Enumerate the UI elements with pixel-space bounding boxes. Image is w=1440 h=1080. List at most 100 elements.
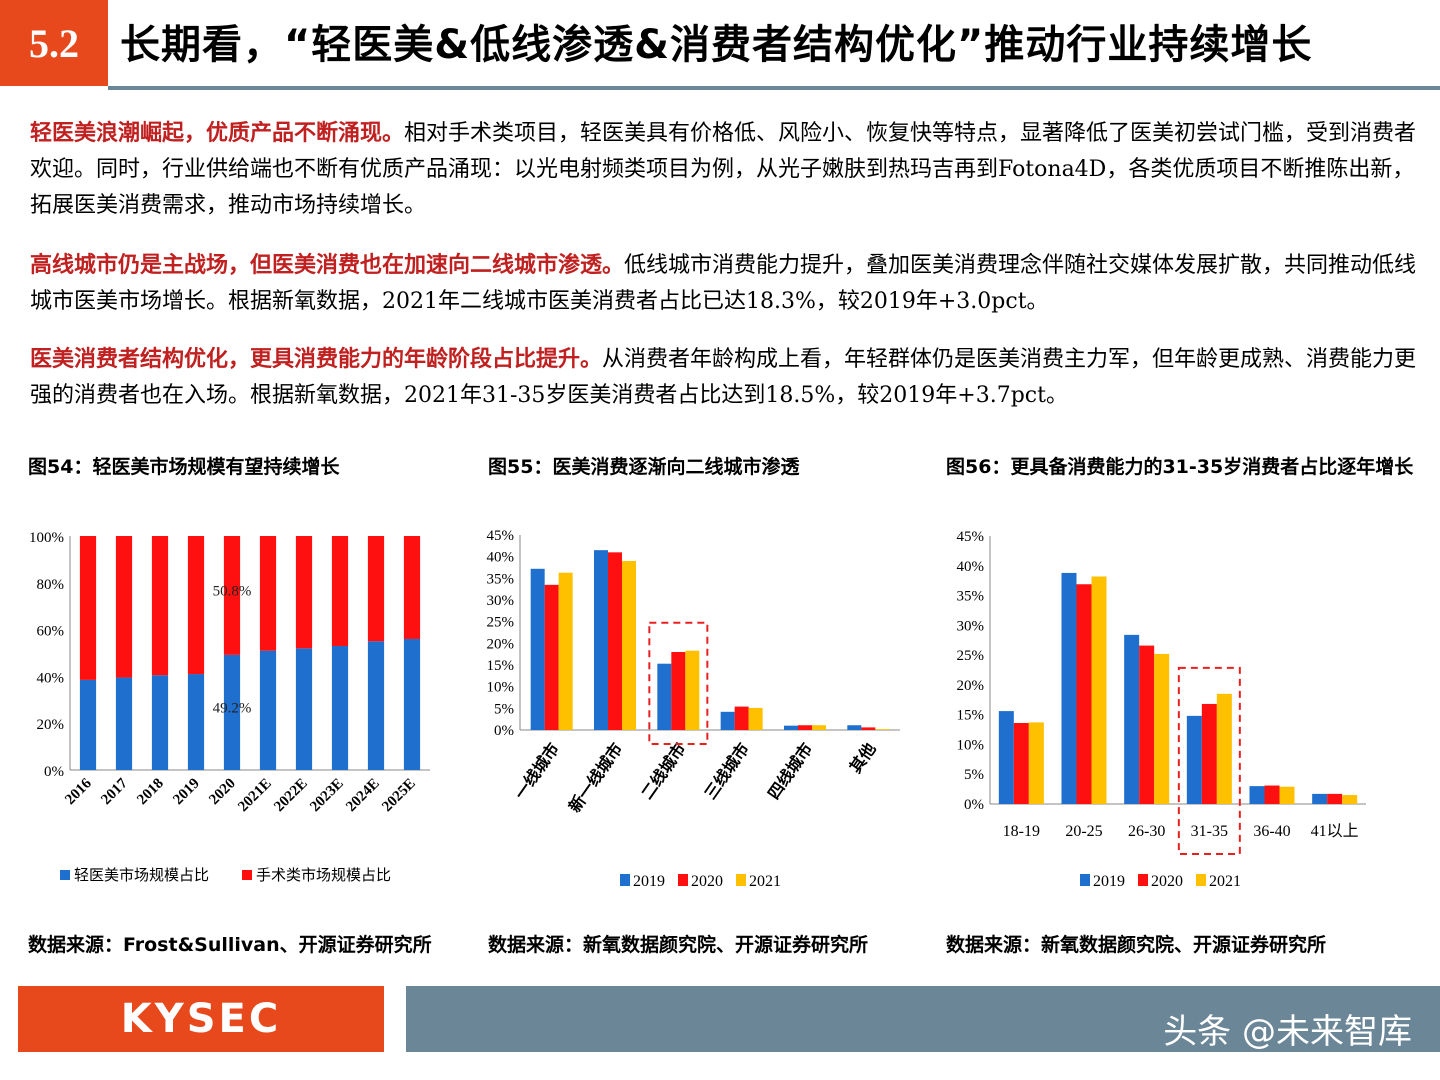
bar-2016-手术类市场规模占比 bbox=[79, 536, 97, 680]
data-label-surgery-2020: 50.8% bbox=[213, 583, 252, 599]
legend-label: 轻医美市场规模占比 bbox=[74, 867, 209, 884]
legend-label: 2021 bbox=[1209, 873, 1241, 890]
y-tick-label: 60% bbox=[37, 624, 65, 640]
bar-一线城市-2020 bbox=[544, 584, 559, 730]
y-tick-label: 35% bbox=[957, 589, 985, 605]
data-label-light-2020: 49.2% bbox=[213, 700, 252, 716]
y-tick-label: 20% bbox=[487, 636, 515, 652]
x-tick-label: 2016 bbox=[62, 775, 95, 808]
highlight-box bbox=[1177, 666, 1241, 855]
bar-三线城市-2020 bbox=[734, 706, 749, 730]
highlight-box bbox=[648, 621, 709, 745]
x-tick-label: 2019 bbox=[170, 776, 203, 809]
bar-一线城市-2019 bbox=[530, 568, 545, 730]
x-tick-label: 2024E bbox=[343, 776, 383, 816]
bar-二线城市-2020 bbox=[671, 652, 686, 730]
chart-title-fig56: 图56：更具备消费能力的31-35岁消费者占比逐年增长 bbox=[946, 456, 1414, 478]
x-tick-label: 三线城市 bbox=[701, 739, 753, 802]
y-tick-label: 40% bbox=[487, 550, 515, 566]
y-tick-label: 45% bbox=[957, 529, 985, 545]
bar-一线城市-2021 bbox=[558, 572, 573, 730]
y-tick-label: 80% bbox=[37, 577, 65, 593]
footer-logo-block bbox=[18, 986, 384, 1052]
bar-2022E-轻医美市场规模占比 bbox=[295, 648, 313, 770]
bar-31-35-2019 bbox=[1186, 715, 1202, 804]
paragraph-text: 低线城市消费能力提升，叠加医美消费理念伴随社交媒体发展扩散，共同推动低线城市医美… bbox=[30, 253, 1417, 314]
bar-2020-轻医美市场规模占比 bbox=[223, 654, 241, 770]
legend-swatch bbox=[678, 874, 688, 886]
bar-2023E-轻医美市场规模占比 bbox=[331, 645, 349, 770]
x-tick-label: 2022E bbox=[271, 776, 311, 816]
y-tick-label: 20% bbox=[957, 678, 985, 694]
bar-20-25-2021 bbox=[1091, 576, 1107, 804]
bar-二线城市-2021 bbox=[685, 650, 700, 730]
bar-新一线城市-2019 bbox=[594, 550, 608, 730]
chart-title-fig55: 图55：医美消费逐渐向二线城市渗透 bbox=[488, 456, 800, 478]
y-tick-label: 0% bbox=[964, 797, 984, 813]
legend-swatch bbox=[242, 870, 252, 880]
bar-2021E-轻医美市场规模占比 bbox=[259, 650, 277, 770]
chart-city-tier-share: 0% 5% 10% 15% 20% 25% 30% 35% 40% 45% 一线城市 新一线城市 二线城… bbox=[487, 528, 900, 890]
footer-bar bbox=[406, 986, 1440, 1052]
header-divider bbox=[108, 86, 1440, 90]
chart-age-group-share: 0% 5% 10% 15% 20% 25% 30% 35% 40% 45% 18-19 20-25 26… bbox=[957, 529, 1366, 890]
chart-source-fig55: 数据来源：新氧数据颜究院、开源证券研究所 bbox=[488, 934, 869, 956]
bar-其他-2021 bbox=[875, 729, 890, 730]
bar-2024E-轻医美市场规模占比 bbox=[367, 641, 385, 770]
bar-2018-手术类市场规模占比 bbox=[151, 536, 169, 676]
bar-新一线城市-2021 bbox=[622, 561, 636, 730]
y-tick-label: 0% bbox=[44, 764, 64, 780]
bar-2017-手术类市场规模占比 bbox=[115, 536, 133, 678]
x-tick-label: 2018 bbox=[134, 776, 167, 809]
y-tick-label: 5% bbox=[964, 767, 984, 783]
bar-18-19-2020 bbox=[1013, 723, 1029, 804]
legend-swatch bbox=[1138, 874, 1148, 886]
x-tick-label: 其他 bbox=[846, 739, 880, 776]
bar-18-19-2019 bbox=[998, 711, 1014, 804]
y-tick-label: 20% bbox=[37, 717, 65, 733]
x-tick-label: 20-25 bbox=[1065, 823, 1102, 840]
bar-20-25-2019 bbox=[1061, 572, 1077, 804]
legend-label: 2021 bbox=[749, 873, 781, 890]
y-tick-label: 5% bbox=[494, 701, 514, 717]
legend-swatch bbox=[1080, 874, 1090, 886]
bar-四线城市-2019 bbox=[784, 725, 798, 730]
legend-label: 2020 bbox=[691, 873, 723, 890]
legend-label: 2019 bbox=[1093, 873, 1125, 890]
bar-三线城市-2021 bbox=[748, 707, 763, 730]
y-tick-label: 15% bbox=[487, 658, 515, 674]
bar-2019-轻医美市场规模占比 bbox=[187, 674, 205, 770]
y-tick-label: 35% bbox=[487, 571, 515, 587]
paragraph-city-penetration: 高线城市仍是主战场，但医美消费也在加速向二线城市渗透。低线城市消费能力提升，叠加… bbox=[30, 248, 1420, 320]
footer-logo: KYSEC bbox=[120, 996, 282, 1042]
x-tick-label: 18-19 bbox=[1003, 823, 1040, 840]
y-tick-label: 0% bbox=[494, 723, 514, 739]
paragraph-highlight: 医美消费者结构优化，更具消费能力的年龄阶段占比提升。 bbox=[30, 347, 603, 372]
bar-2025E-手术类市场规模占比 bbox=[403, 536, 421, 639]
paragraph-highlight: 高线城市仍是主战场，但医美消费也在加速向二线城市渗透。 bbox=[30, 253, 625, 278]
x-tick-label: 四线城市 bbox=[764, 739, 816, 802]
chart-title-fig54: 图54：轻医美市场规模有望持续增长 bbox=[28, 456, 340, 478]
bar-36-40-2021 bbox=[1279, 786, 1295, 804]
legend-label: 2019 bbox=[633, 873, 665, 890]
y-tick-label: 40% bbox=[957, 559, 985, 575]
y-tick-label: 45% bbox=[487, 528, 515, 544]
page-title: 长期看，“轻医美&低线渗透&消费者结构优化”推动行业持续增长 bbox=[120, 22, 1313, 68]
legend-swatch bbox=[60, 870, 70, 880]
bar-20-25-2020 bbox=[1076, 584, 1092, 804]
bar-2017-轻医美市场规模占比 bbox=[115, 677, 133, 770]
paragraph-light-aesthetics: 轻医美浪潮崛起，优质产品不断涌现。相对手术类项目，轻医美具有价格低、风险小、恢复… bbox=[30, 116, 1420, 224]
x-tick-label: 二线城市 bbox=[637, 739, 689, 802]
bar-2024E-手术类市场规模占比 bbox=[367, 536, 385, 642]
y-tick-label: 10% bbox=[957, 737, 985, 753]
bar-41以上-2019 bbox=[1312, 793, 1328, 804]
bar-2018-轻医美市场规模占比 bbox=[151, 675, 169, 770]
section-badge bbox=[0, 0, 108, 86]
bar-2023E-手术类市场规模占比 bbox=[331, 536, 349, 646]
bar-41以上-2020 bbox=[1327, 793, 1343, 804]
chart-source-fig56: 数据来源：新氧数据颜究院、开源证券研究所 bbox=[946, 934, 1327, 956]
bar-新一线城市-2020 bbox=[608, 552, 622, 730]
bar-26-30-2019 bbox=[1124, 634, 1140, 804]
x-tick-label: 31-35 bbox=[1191, 823, 1228, 840]
x-tick-label: 41以上 bbox=[1311, 822, 1359, 840]
